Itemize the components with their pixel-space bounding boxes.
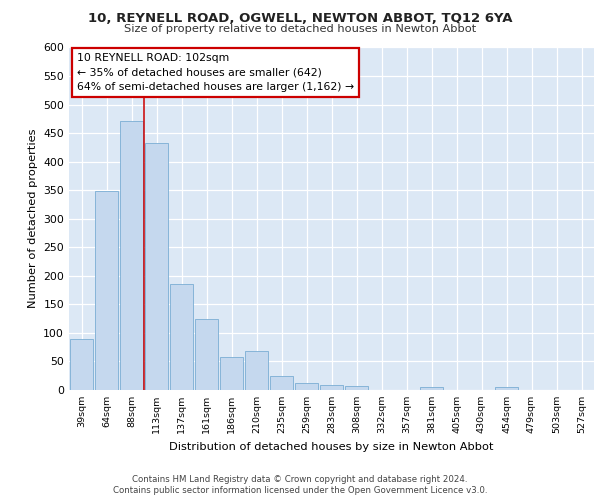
Bar [170, 284, 193, 390]
Bar [120, 120, 143, 390]
Bar [145, 144, 168, 390]
Bar [70, 338, 93, 390]
Bar [270, 376, 293, 390]
Text: 10 REYNELL ROAD: 102sqm
← 35% of detached houses are smaller (642)
64% of semi-d: 10 REYNELL ROAD: 102sqm ← 35% of detache… [77, 52, 354, 92]
Bar [245, 351, 268, 390]
Text: Contains public sector information licensed under the Open Government Licence v3: Contains public sector information licen… [113, 486, 487, 495]
Bar [345, 386, 368, 390]
Text: Contains HM Land Registry data © Crown copyright and database right 2024.: Contains HM Land Registry data © Crown c… [132, 475, 468, 484]
X-axis label: Distribution of detached houses by size in Newton Abbot: Distribution of detached houses by size … [169, 442, 494, 452]
Bar [95, 192, 118, 390]
Y-axis label: Number of detached properties: Number of detached properties [28, 129, 38, 308]
Bar [220, 358, 243, 390]
Bar [320, 385, 343, 390]
Bar [295, 383, 318, 390]
Text: Size of property relative to detached houses in Newton Abbot: Size of property relative to detached ho… [124, 24, 476, 34]
Text: 10, REYNELL ROAD, OGWELL, NEWTON ABBOT, TQ12 6YA: 10, REYNELL ROAD, OGWELL, NEWTON ABBOT, … [88, 12, 512, 26]
Bar [195, 319, 218, 390]
Bar [420, 387, 443, 390]
Bar [495, 387, 518, 390]
